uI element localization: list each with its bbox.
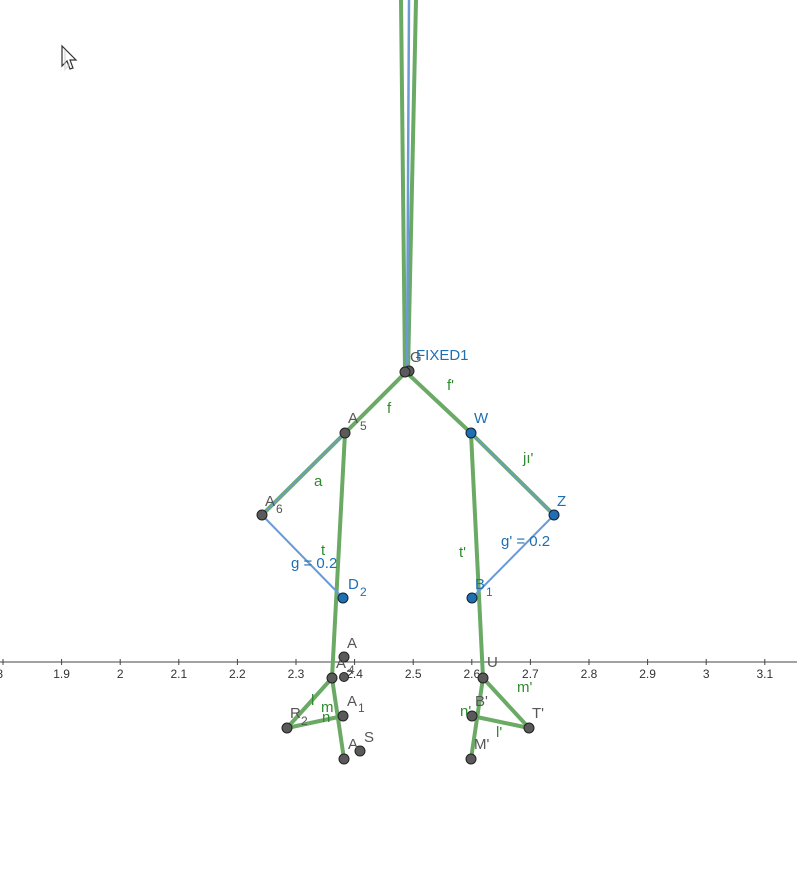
point-a5[interactable] — [339, 427, 351, 439]
axis-tick-label: 3 — [703, 667, 710, 681]
label-u-prime: U — [487, 654, 498, 671]
label-a6-sub: 6 — [276, 502, 283, 516]
axis-tick-label: 2.7 — [522, 667, 539, 681]
label-t-cap-prime: T' — [532, 705, 544, 722]
axis-tick-label: 2.2 — [229, 667, 246, 681]
label-l: l — [311, 692, 314, 709]
point-r2[interactable] — [281, 722, 293, 734]
label-b1-sub: 1 — [486, 585, 493, 599]
string-blue[interactable] — [405, 0, 411, 373]
label-m-cap-prime: M' — [474, 736, 489, 753]
axis-tick-label: 2.4 — [346, 667, 363, 681]
axis-tick-label: 2 — [117, 667, 124, 681]
label-t: t — [321, 542, 326, 559]
label-j-prime: jı' — [522, 450, 534, 467]
segment-a-blue[interactable] — [262, 432, 346, 515]
label-g-prime-eq: g' = 0.2 — [501, 533, 550, 550]
label-fixed1-under: G — [410, 349, 422, 366]
label-z: Z — [557, 493, 566, 510]
point-a6[interactable] — [256, 509, 268, 521]
label-d2: D — [348, 576, 359, 593]
point-g[interactable] — [399, 366, 411, 378]
point-s[interactable] — [354, 745, 366, 757]
segment-n-prime[interactable] — [469, 677, 485, 760]
label-a1-sub: 1 — [358, 701, 365, 715]
segment-f-prime[interactable] — [404, 370, 473, 435]
string-green-left[interactable] — [399, 0, 407, 373]
axis-tick-label: 2.1 — [170, 667, 187, 681]
label-a-seg: a — [314, 473, 323, 490]
point-d2[interactable] — [337, 592, 349, 604]
label-a5-sub: 5 — [360, 419, 367, 433]
point-z[interactable] — [548, 509, 560, 521]
segment-m-prime[interactable] — [481, 676, 531, 730]
label-a-top: A — [347, 635, 357, 652]
axis-tick-label: 1.9 — [53, 667, 70, 681]
point-u-prime[interactable] — [477, 672, 489, 684]
label-a5: A — [348, 410, 358, 427]
point-a1[interactable] — [337, 710, 349, 722]
point-t-prime[interactable] — [523, 722, 535, 734]
axis-tick-labels: 8 1.9 2 2.1 2.2 2.3 2.4 2.5 2.6 2.7 2.8 2.9 3 3.1 — [0, 659, 773, 681]
segment-g[interactable] — [261, 514, 344, 599]
label-d2-sub: 2 — [360, 585, 367, 599]
label-l-prime: l' — [496, 724, 502, 741]
point-w[interactable] — [465, 427, 477, 439]
label-n-prime: n' — [460, 703, 471, 720]
label-m-prime: m' — [517, 679, 532, 696]
label-s: S — [364, 729, 374, 746]
axis-tick-label: 2.9 — [639, 667, 656, 681]
label-f: f — [387, 400, 392, 417]
segment-t[interactable] — [330, 432, 347, 679]
label-n: n — [322, 709, 330, 726]
point-b-prime[interactable] — [466, 710, 478, 722]
axis-tick-label: 3.1 — [756, 667, 773, 681]
point-b1[interactable] — [466, 592, 478, 604]
segment-f[interactable] — [343, 370, 408, 435]
point-a-top[interactable] — [338, 651, 350, 663]
label-fixed1: FIXED1 — [416, 347, 469, 364]
segment-t-prime[interactable] — [469, 432, 485, 679]
axis-tick-label: 8 — [0, 667, 3, 681]
segment-l-prime[interactable] — [471, 714, 530, 730]
segment-m[interactable] — [330, 677, 346, 760]
point-a-bottom[interactable] — [338, 753, 350, 765]
label-a-bottom: A — [348, 736, 358, 753]
segment-g-prime[interactable] — [471, 514, 555, 599]
axis-tick-label: 2.5 — [405, 667, 422, 681]
label-f-prime: f' — [447, 377, 454, 394]
axis-tick-label: 2.3 — [288, 667, 305, 681]
segment-j-prime-blue[interactable] — [470, 432, 554, 515]
label-m: m — [321, 699, 334, 716]
label-a4: A — [336, 655, 346, 672]
label-g-eq: g = 0.2 — [291, 555, 337, 572]
label-r2: R — [290, 705, 301, 722]
axis-tick-label: 2.8 — [581, 667, 598, 681]
label-t-prime: t' — [459, 544, 466, 561]
label-r2-sub: 2 — [301, 714, 308, 728]
label-b-prime: B' — [475, 693, 488, 710]
label-w: W — [474, 410, 489, 427]
axis-tick-label: 2.6 — [463, 667, 480, 681]
label-b1: B — [475, 576, 485, 593]
mouse-cursor-icon — [61, 44, 78, 72]
point-a3[interactable] — [326, 672, 338, 684]
label-a1: A — [347, 693, 357, 710]
label-a6: A — [265, 493, 275, 510]
segment-l[interactable] — [285, 676, 334, 730]
point-m-prime[interactable] — [465, 753, 477, 765]
point-a4[interactable] — [339, 672, 349, 682]
string-green-right[interactable] — [406, 0, 418, 373]
label-a4-sub: 4 — [348, 663, 355, 677]
segment-n[interactable] — [286, 714, 344, 730]
